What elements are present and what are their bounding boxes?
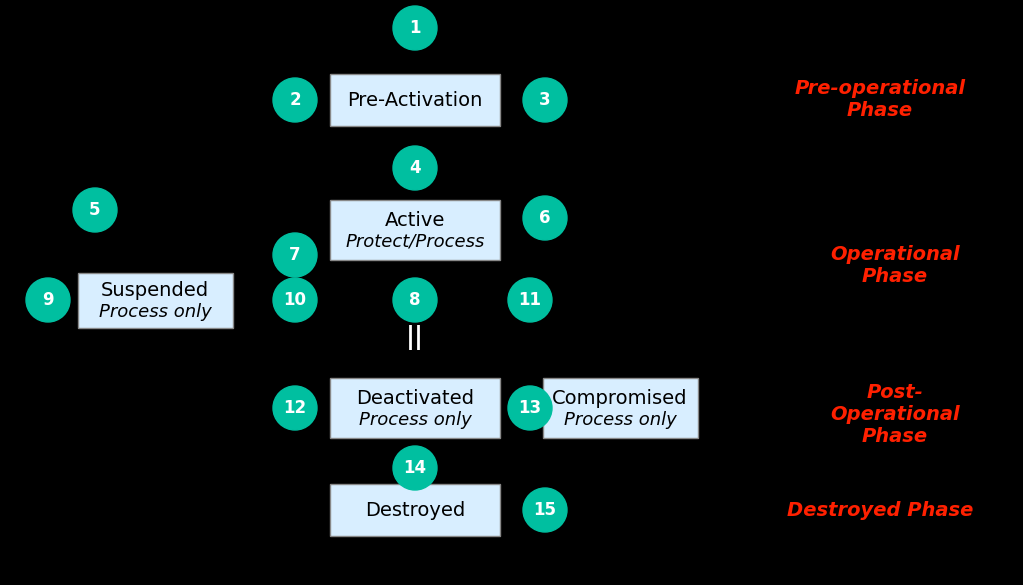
Ellipse shape — [393, 146, 437, 190]
FancyBboxPatch shape — [330, 74, 500, 126]
Text: 10: 10 — [283, 291, 307, 309]
Ellipse shape — [73, 188, 117, 232]
Text: Operational
Phase: Operational Phase — [831, 245, 960, 285]
Text: Pre-Activation: Pre-Activation — [348, 91, 483, 109]
Text: 15: 15 — [534, 501, 557, 519]
Ellipse shape — [26, 278, 70, 322]
Text: 12: 12 — [283, 399, 307, 417]
Text: 11: 11 — [519, 291, 541, 309]
Ellipse shape — [273, 278, 317, 322]
Text: Deactivated: Deactivated — [356, 388, 474, 408]
Text: Compromised: Compromised — [552, 388, 687, 408]
Ellipse shape — [273, 78, 317, 122]
FancyBboxPatch shape — [330, 200, 500, 260]
Ellipse shape — [523, 78, 567, 122]
Text: 2: 2 — [290, 91, 301, 109]
Text: 5: 5 — [89, 201, 100, 219]
Text: ||: || — [406, 325, 424, 350]
Ellipse shape — [508, 386, 552, 430]
Text: Destroyed: Destroyed — [365, 501, 465, 519]
Text: 1: 1 — [409, 19, 420, 37]
Text: Destroyed Phase: Destroyed Phase — [787, 501, 973, 519]
Ellipse shape — [393, 446, 437, 490]
Text: 6: 6 — [539, 209, 550, 227]
Ellipse shape — [273, 233, 317, 277]
Text: 3: 3 — [539, 91, 550, 109]
Text: 9: 9 — [42, 291, 54, 309]
Text: 8: 8 — [409, 291, 420, 309]
Text: Post-
Operational
Phase: Post- Operational Phase — [831, 384, 960, 446]
Text: Active: Active — [385, 211, 445, 229]
Text: Pre-operational
Phase: Pre-operational Phase — [795, 80, 966, 121]
Text: 13: 13 — [519, 399, 541, 417]
Text: Suspended: Suspended — [101, 280, 209, 300]
Ellipse shape — [273, 386, 317, 430]
Ellipse shape — [523, 488, 567, 532]
FancyBboxPatch shape — [330, 484, 500, 536]
Text: 4: 4 — [409, 159, 420, 177]
Ellipse shape — [523, 196, 567, 240]
Text: Process only: Process only — [564, 411, 676, 429]
Ellipse shape — [508, 278, 552, 322]
FancyBboxPatch shape — [330, 378, 500, 438]
Text: 7: 7 — [290, 246, 301, 264]
Text: Process only: Process only — [359, 411, 472, 429]
Ellipse shape — [393, 6, 437, 50]
FancyBboxPatch shape — [542, 378, 698, 438]
Text: 14: 14 — [403, 459, 427, 477]
FancyBboxPatch shape — [78, 273, 232, 328]
Text: Protect/Process: Protect/Process — [346, 233, 485, 251]
Ellipse shape — [393, 278, 437, 322]
Text: Process only: Process only — [98, 303, 212, 321]
